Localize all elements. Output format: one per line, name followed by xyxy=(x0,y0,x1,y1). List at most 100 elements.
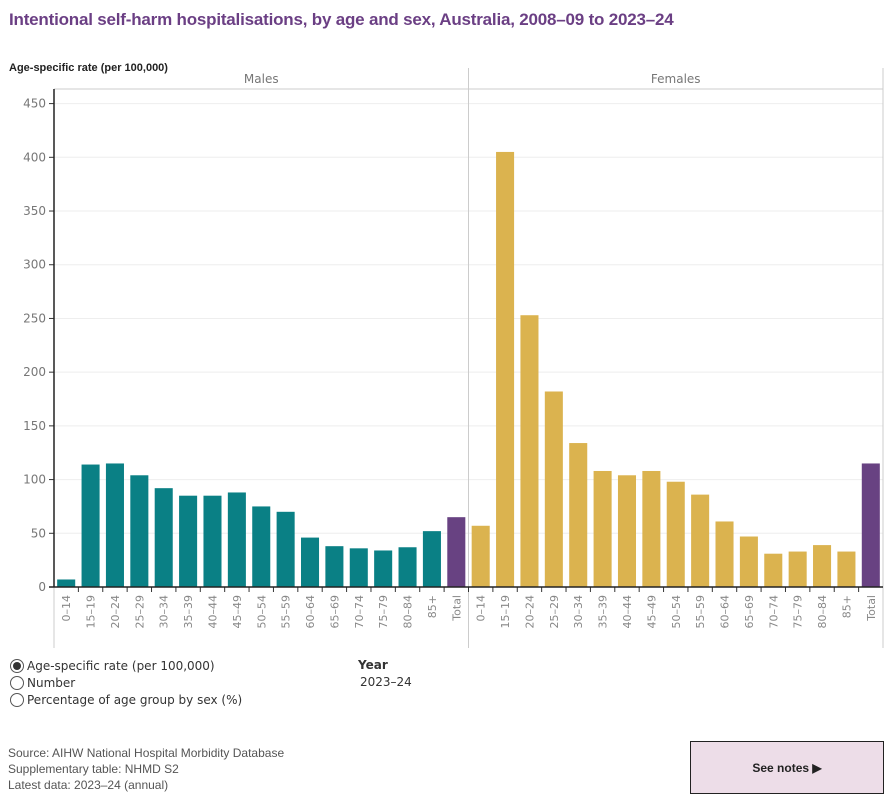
y-tick-label: 50 xyxy=(31,526,46,540)
bar-males-80–84 xyxy=(398,547,417,587)
bar-males-65–69 xyxy=(325,546,344,587)
bar-males-60–64 xyxy=(300,537,320,587)
y-axis-label: Age-specific rate (per 100,000) xyxy=(9,62,168,74)
bar-males-35–39 xyxy=(179,495,198,587)
year-filter-label: Year xyxy=(358,658,388,672)
radio-label: Age-specific rate (per 100,000) xyxy=(27,658,215,673)
radio-label: Percentage of age group by sex (%) xyxy=(27,692,243,707)
bar-females-20–24 xyxy=(520,315,539,587)
bar-females-0–14 xyxy=(471,525,490,587)
bar-females-35–39 xyxy=(593,470,612,587)
y-tick-label: 400 xyxy=(23,150,46,164)
x-tick-label: 45–49 xyxy=(231,595,244,629)
x-tick-label: 30–34 xyxy=(158,595,171,629)
bar-males-15–19 xyxy=(81,464,100,587)
y-tick-label: 100 xyxy=(23,473,46,487)
year-filter[interactable]: Year 2023–24 xyxy=(358,658,412,689)
bar-females-45–49 xyxy=(642,470,661,587)
source-text: Source: AIHW National Hospital Morbidity… xyxy=(8,746,285,760)
bar-females-65–69 xyxy=(739,536,758,587)
x-tick-label: 85+ xyxy=(840,595,853,618)
bar-males-75–79 xyxy=(374,550,393,587)
y-tick-label: 450 xyxy=(23,97,46,111)
radio-button[interactable] xyxy=(10,658,24,673)
bar-females-75–79 xyxy=(788,551,807,587)
x-tick-label: 85+ xyxy=(426,595,439,618)
y-tick-label: 200 xyxy=(23,365,46,379)
radio-option-rate[interactable]: Age-specific rate (per 100,000) xyxy=(10,657,242,674)
x-tick-label: 40–44 xyxy=(621,595,634,629)
source-notes: Source: AIHW National Hospital Morbidity… xyxy=(8,745,284,793)
x-tick-label: 0–14 xyxy=(60,595,73,622)
bar-females-Total xyxy=(861,463,880,587)
bar-chart: 0 50 100 150 200 250 300 350 400 450 Males 0–14 15–1… xyxy=(23,68,884,648)
bar-males-55–59 xyxy=(276,511,295,587)
bar-males-45–49 xyxy=(227,492,246,587)
x-tick-label: 65–69 xyxy=(743,595,756,629)
x-tick-label: 50–54 xyxy=(255,595,268,629)
bar-males-Total xyxy=(447,517,466,587)
bar-males-40–44 xyxy=(203,495,222,587)
bar-females-30–34 xyxy=(569,443,588,587)
bar-females-40–44 xyxy=(617,475,637,587)
x-tick-label: 25–29 xyxy=(548,595,561,629)
x-tick-label: 25–29 xyxy=(133,595,146,629)
x-tick-label: 15–19 xyxy=(499,595,512,629)
y-tick-label: 350 xyxy=(23,204,46,218)
year-filter-value[interactable]: 2023–24 xyxy=(360,675,412,689)
bar-females-25–29 xyxy=(544,391,563,587)
y-tick-label: 250 xyxy=(23,311,46,325)
bar-males-70–74 xyxy=(349,548,368,587)
x-tick-label: 75–79 xyxy=(377,595,390,629)
bar-males-0–14 xyxy=(57,579,76,587)
radio-button[interactable] xyxy=(10,675,24,690)
x-tick-label: 75–79 xyxy=(792,595,805,629)
x-tick-label: 20–24 xyxy=(109,595,122,629)
x-tick-label: 30–34 xyxy=(572,595,585,629)
latest-data-text: Latest data: 2023–24 (annual) xyxy=(8,778,169,792)
bar-males-85+ xyxy=(422,531,441,587)
bar-females-15–19 xyxy=(496,151,515,587)
y-tick-label: 150 xyxy=(23,419,46,433)
x-tick-label: 60–64 xyxy=(719,595,732,629)
bar-males-20–24 xyxy=(105,463,124,587)
x-tick-label: 50–54 xyxy=(670,595,683,629)
x-tick-label: 0–14 xyxy=(475,595,488,622)
x-tick-label: 80–84 xyxy=(816,595,829,629)
bar-males-50–54 xyxy=(252,506,271,587)
x-tick-label: 55–59 xyxy=(280,595,293,629)
x-tick-label: 20–24 xyxy=(523,595,536,629)
x-tick-label: 70–74 xyxy=(353,595,366,629)
x-tick-label: Total xyxy=(865,595,878,622)
radio-label: Number xyxy=(27,675,76,690)
x-tick-label: 35–39 xyxy=(182,595,195,629)
bar-females-70–74 xyxy=(764,553,783,587)
x-tick-label: 45–49 xyxy=(645,595,658,629)
y-tick-label: 300 xyxy=(23,258,46,272)
x-tick-label: 80–84 xyxy=(402,595,415,629)
measure-radio-group: Age-specific rate (per 100,000) Number P… xyxy=(10,657,242,708)
x-tick-label: Total xyxy=(450,595,463,622)
bar-males-25–29 xyxy=(130,475,149,587)
radio-option-number[interactable]: Number xyxy=(10,674,242,691)
panel-label-males: Males xyxy=(244,72,279,86)
x-tick-label: 65–69 xyxy=(328,595,341,629)
x-tick-label: 35–39 xyxy=(597,595,610,629)
bar-males-30–34 xyxy=(154,488,173,587)
y-tick-label: 0 xyxy=(38,580,46,594)
panel-label-females: Females xyxy=(651,72,701,86)
bar-females-55–59 xyxy=(691,494,710,587)
see-notes-button[interactable]: See notes ▶ xyxy=(690,741,884,794)
x-tick-label: 55–59 xyxy=(694,595,707,629)
radio-button[interactable] xyxy=(10,692,24,707)
x-tick-label: 15–19 xyxy=(85,595,98,629)
bar-females-80–84 xyxy=(813,545,832,587)
bar-females-85+ xyxy=(837,551,856,587)
bar-females-50–54 xyxy=(666,481,685,587)
supplementary-table-text: Supplementary table: NHMD S2 xyxy=(8,762,179,776)
x-tick-label: 60–64 xyxy=(304,595,317,629)
x-tick-label: 70–74 xyxy=(767,595,780,629)
x-tick-label: 40–44 xyxy=(206,595,219,629)
bar-females-60–64 xyxy=(715,521,734,587)
radio-option-percentage[interactable]: Percentage of age group by sex (%) xyxy=(10,691,242,708)
